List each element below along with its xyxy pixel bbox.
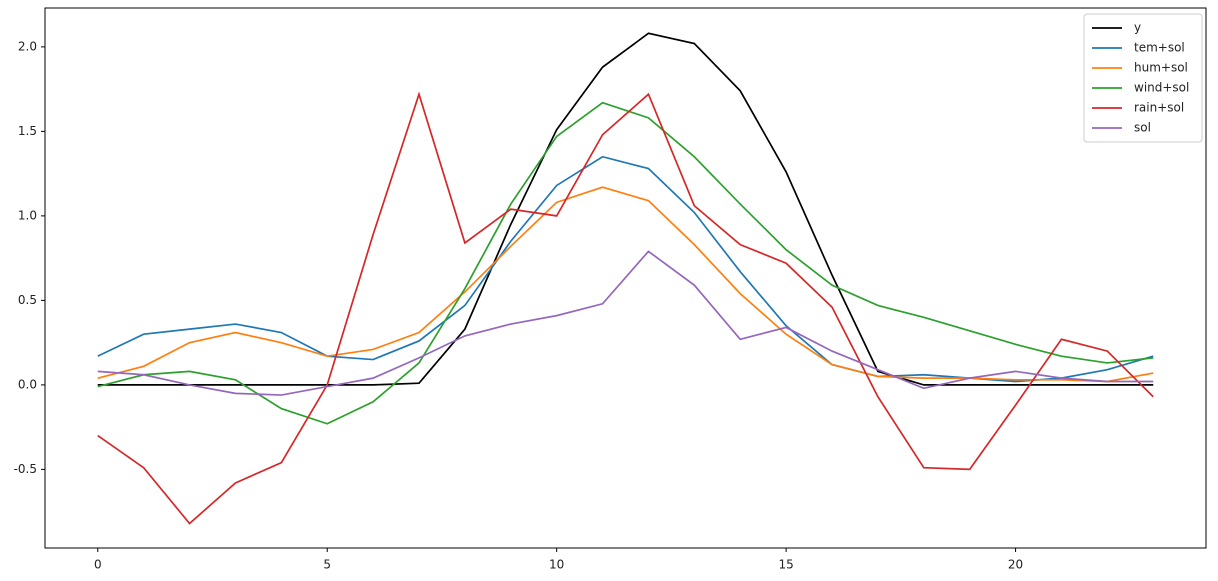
legend-label: tem+sol: [1134, 41, 1185, 55]
legend-label: rain+sol: [1134, 101, 1184, 115]
x-tick-label: 20: [1008, 558, 1023, 572]
y-tick-label: 0.0: [18, 377, 37, 391]
series-line: [97, 186, 1154, 383]
x-tick-label: 5: [323, 558, 331, 572]
plot-frame: [44, 7, 1207, 549]
series-line: [97, 250, 1154, 396]
legend-label: hum+sol: [1134, 61, 1188, 75]
legend-box: [1083, 13, 1203, 143]
y-tick-label: 0.5: [18, 293, 37, 307]
series-line: [97, 101, 1154, 425]
x-tick-label: 10: [549, 558, 564, 572]
legend-label: wind+sol: [1134, 81, 1189, 95]
y-tick-label: 1.5: [18, 124, 37, 138]
y-tick-label: 1.0: [18, 208, 37, 222]
y-tick-label: 2.0: [18, 39, 37, 53]
series-line: [97, 91, 1154, 525]
series-line: [97, 32, 1154, 386]
y-tick-label: -0.5: [14, 462, 37, 476]
legend-label: sol: [1134, 121, 1151, 135]
x-tick-label: 15: [778, 558, 793, 572]
x-tick-label: 0: [94, 558, 102, 572]
legend-label: y: [1134, 21, 1141, 35]
series-line: [97, 155, 1154, 383]
